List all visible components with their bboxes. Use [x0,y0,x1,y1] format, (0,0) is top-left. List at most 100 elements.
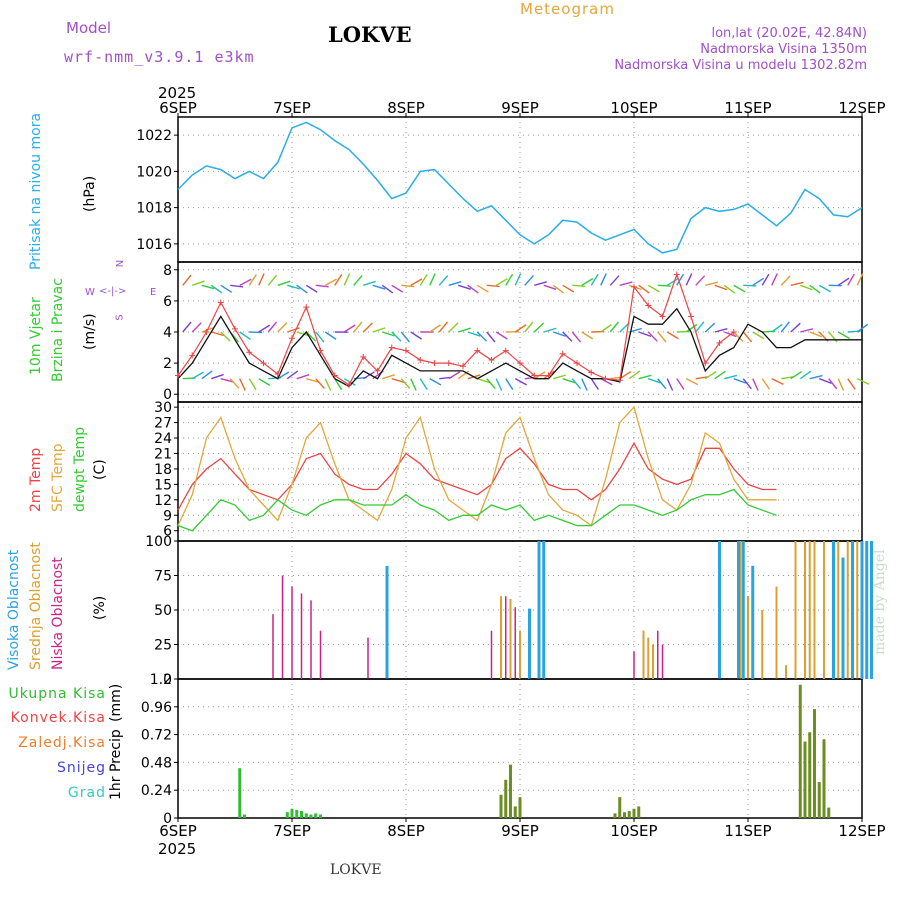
low-cloud-bar [300,593,303,679]
low-cloud-bar [367,637,369,679]
precip-bar [290,808,294,818]
pressure-line [177,121,863,254]
wind-barb [590,378,599,390]
x-tick-label-bottom: 8SEP [387,822,425,840]
wind-gust-marker [417,357,424,363]
wind-barb [552,284,565,294]
wind-barb [752,378,759,391]
y-tick-label: 1020 [136,164,172,180]
high-cloud-bar [528,608,531,679]
wind-gust-marker [716,339,723,346]
wind-barb [752,331,765,340]
wind-barb [296,331,310,337]
legend-hail: Grad [67,785,106,801]
mid-cloud-bar [519,630,521,679]
wind-gust-marker [289,335,295,342]
wind-barb [638,374,652,380]
wind-barb [400,378,411,389]
wind-barb [856,378,870,385]
precip-bar [513,806,517,818]
wind-barb [448,280,462,287]
wind-barb [790,322,801,333]
low-cloud-bar [291,586,293,679]
y-tick-label: 27 [154,416,172,432]
wind-barb [572,284,586,287]
wind-barb [458,284,471,290]
wind-barb [809,374,823,380]
high-cloud-bar [718,541,721,679]
precip-bar [618,797,622,818]
wind-barb [733,378,747,384]
wind-gust-marker [574,360,580,367]
y-tick-label: 4 [163,325,172,341]
y-tick-label: 9 [163,508,172,524]
y-tick-label: 6 [163,294,172,310]
high-cloud-bar [537,541,541,679]
wind-barb [581,378,588,391]
y-tick-label: 1016 [136,237,172,253]
wind-barb [324,331,337,340]
precip-bar [238,768,242,818]
wind-gust-marker [631,283,637,290]
temp-sfc-line [177,405,777,527]
wind-barb [438,275,449,286]
wind-barb [467,284,479,294]
wind-gust-marker [488,357,495,363]
y-tick-label: 12 [154,493,172,509]
wind-barb [657,331,667,343]
wind-barb [362,322,373,333]
high-cloud-bar [542,541,546,679]
wind-barb [391,331,402,342]
chart-title: Meteogram [520,0,615,18]
wind-barb [771,323,783,333]
wind-barb [800,328,814,333]
wind-barb [334,274,343,286]
wind-gust-marker [673,271,680,278]
legend-freezing-rain: Zaledj.Kisa [18,735,106,751]
high-cloud-bar [751,565,755,679]
high-cloud-bar [841,557,845,679]
wind-barb [267,274,278,286]
precip-bar [817,782,821,818]
x-tick-label-top: 6SEP [159,99,197,117]
wind-gust-marker [274,371,281,377]
model-label: Model [66,19,112,37]
wind-barb [724,374,738,380]
wind-gust-marker [602,375,609,382]
wind-gust-marker [331,372,338,379]
wind-barb [191,371,204,380]
wind-barb [495,278,508,286]
wind-barb [819,378,832,384]
wind-barb [638,331,652,338]
wind-barb [553,374,566,380]
wind-barb [828,331,838,343]
x-tick-label-bottom: 11SEP [724,822,771,840]
precip-bar [813,709,816,818]
wind-barb [477,377,490,384]
wind-barb [799,370,812,380]
wind-gust-marker [460,363,466,370]
precip-bar [623,812,626,818]
wind-barb [723,284,736,294]
y-tick-label: 100 [145,534,172,550]
wind-barb [429,378,442,386]
mid-cloud-bar [794,541,797,679]
mid-cloud-bar [775,586,778,679]
wind-barb [182,274,192,286]
wind-barb [562,284,575,293]
y-tick-label: 30 [154,400,172,416]
wind-barb [818,284,831,293]
wind-barb [628,370,641,380]
wind-barb [543,327,557,333]
wind-barb [562,331,573,342]
wind-barb [410,378,417,391]
low-cloud-bar [319,630,322,679]
wind-barb [648,378,661,384]
precip-bar [295,809,299,818]
wind-barb [742,331,753,343]
wind-barb [410,278,423,286]
wind-barb [182,321,192,333]
precip-bar [243,814,246,818]
low-cloud-bar [657,630,659,679]
wind-gust-marker [303,304,310,311]
